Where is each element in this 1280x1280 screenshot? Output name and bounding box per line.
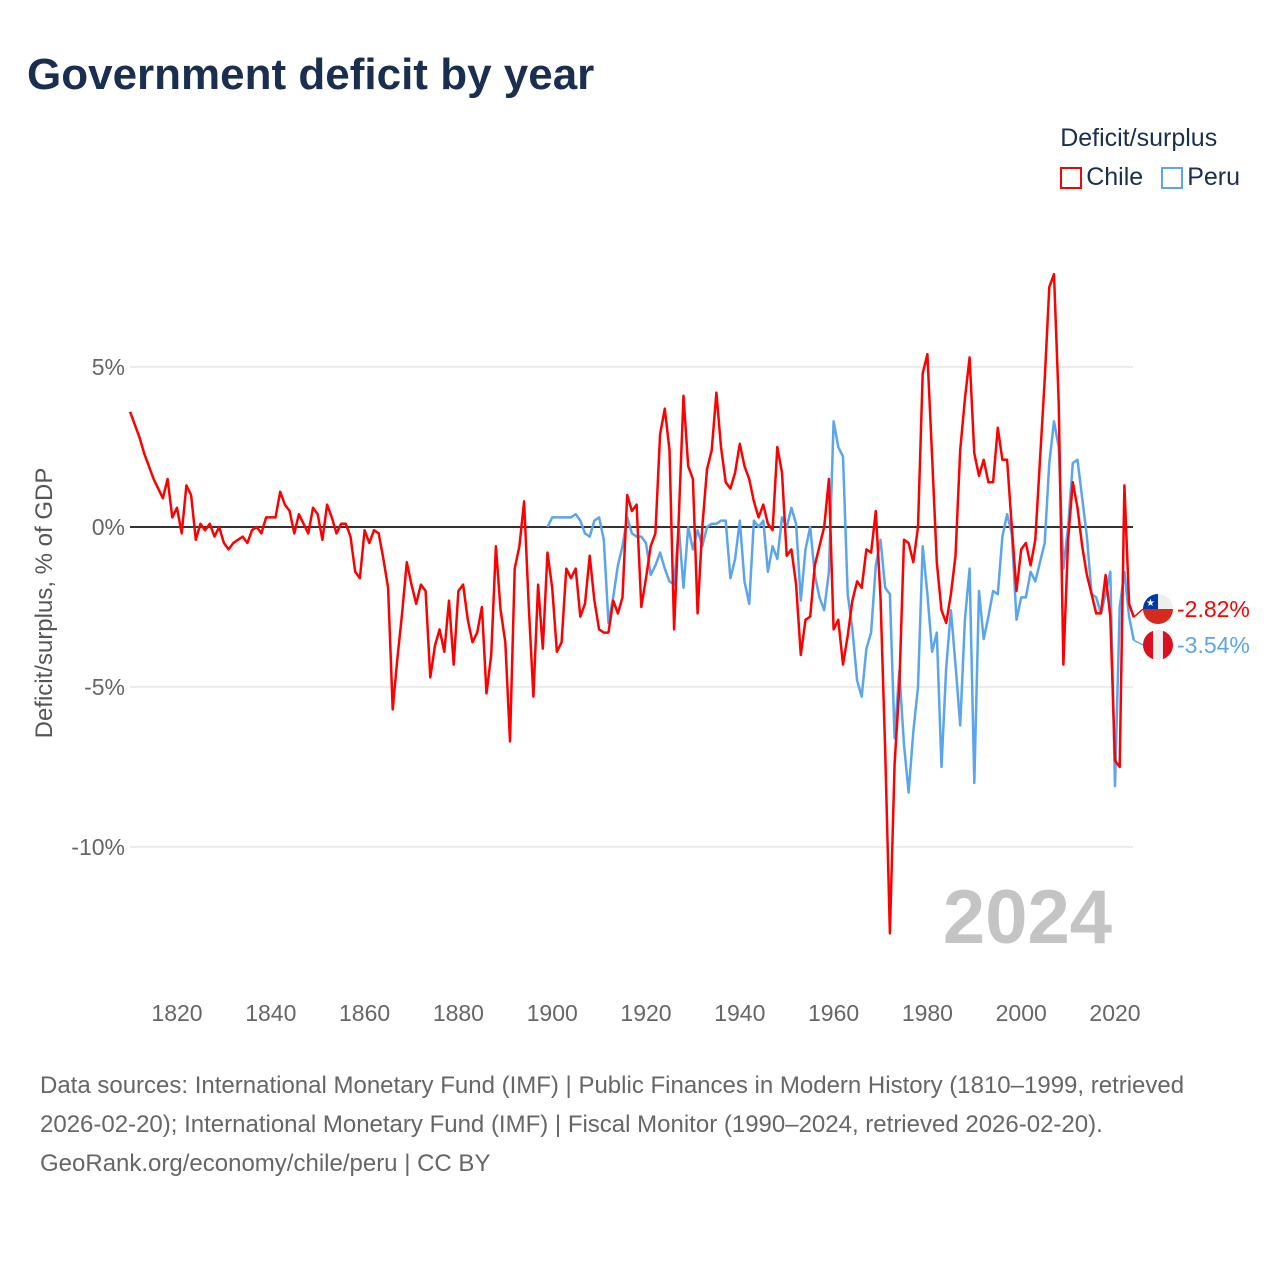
legend-label-peru: Peru	[1187, 163, 1240, 191]
x-tick-label: 1860	[339, 1000, 390, 1026]
data-sources: Data sources: International Monetary Fun…	[40, 1072, 1185, 1138]
series-group	[128, 272, 1136, 935]
end-labels: ★ -2.82% -3.54%	[1133, 594, 1250, 660]
legend-title: Deficit/surplus	[1060, 124, 1218, 152]
legend-swatch-peru	[1161, 166, 1184, 189]
x-tick-label: 1920	[620, 1000, 671, 1026]
chart-area: 5% 0% -5% -10% 1820 1840 1860 1880 1900 1920 1940 1…	[31, 272, 1250, 1026]
legend-label-chile: Chile	[1086, 163, 1144, 191]
year-watermark: 2024	[943, 875, 1112, 960]
y-tick-label: -5%	[84, 674, 125, 700]
chart-title: Government deficit by year	[27, 50, 595, 99]
svg-text:★: ★	[1146, 598, 1155, 609]
end-value-label-chile: -2.82%	[1177, 596, 1250, 622]
y-tick-label: -10%	[71, 834, 125, 860]
end-connector	[1133, 639, 1144, 646]
x-tick-label: 2000	[996, 1000, 1047, 1026]
y-axis-label: Deficit/surplus, % of GDP	[31, 468, 58, 739]
legend-item-chile[interactable]: Chile	[1060, 163, 1143, 192]
x-tick-label: 1940	[714, 1000, 765, 1026]
x-tick-label: 1960	[808, 1000, 859, 1026]
flag-peru-icon	[1143, 630, 1173, 660]
x-tick-label: 1880	[433, 1000, 484, 1026]
x-tick-label: 1840	[245, 1000, 296, 1026]
footer: Data sources: International Monetary Fun…	[40, 1066, 1240, 1183]
credit-link[interactable]: GeoRank.org/economy/chile/peru | CC BY	[40, 1150, 491, 1177]
series-line-peru[interactable]	[546, 420, 1136, 794]
x-tick-label: 2020	[1089, 1000, 1140, 1026]
legend-swatch-chile	[1060, 166, 1083, 189]
x-tick-label: 1980	[902, 1000, 953, 1026]
grid: 5% 0% -5% -10% 1820 1840 1860 1880 1900 1920 1940 1…	[71, 354, 1140, 1026]
x-tick-label: 1820	[151, 1000, 202, 1026]
legend: Deficit/surplus Chile Peru	[1060, 124, 1240, 192]
legend-item-peru[interactable]: Peru	[1161, 163, 1240, 192]
end-connector	[1133, 608, 1144, 618]
y-tick-label: 5%	[92, 354, 125, 380]
x-tick-label: 1900	[527, 1000, 578, 1026]
end-value-label-peru: -3.54%	[1177, 632, 1250, 658]
flag-chile-icon: ★	[1143, 594, 1173, 624]
y-tick-label: 0%	[92, 514, 125, 540]
series-line-chile[interactable]	[128, 272, 1135, 935]
